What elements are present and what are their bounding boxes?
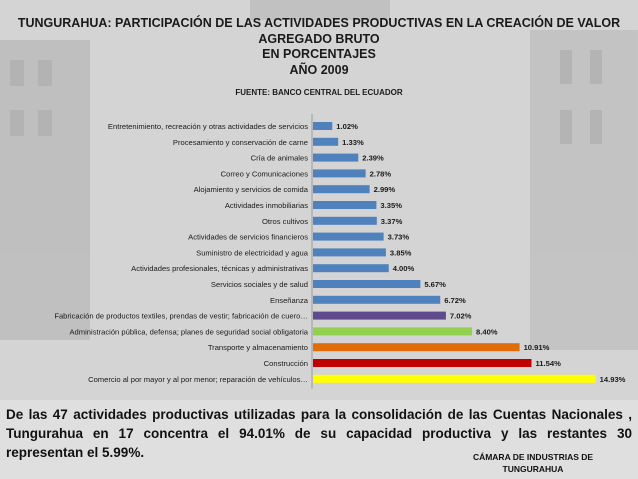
category-label: Entretenimiento, recreación y otras acti…: [108, 122, 308, 131]
category-label: Fabricación de productos textiles, prend…: [54, 312, 308, 321]
category-label: Actividades inmobiliarias: [225, 201, 308, 210]
value-label: 3.35%: [380, 201, 402, 210]
category-label: Suministro de electricidad y agua: [196, 248, 309, 257]
bar-chart: Entretenimiento, recreación y otras acti…: [54, 114, 626, 389]
bar: [313, 264, 389, 273]
value-label: 5.67%: [424, 280, 446, 289]
value-label: 3.85%: [390, 248, 412, 257]
bar: [313, 374, 596, 383]
bar: [313, 327, 473, 336]
category-label: Alojamiento y servicios de comida: [194, 185, 309, 194]
bar: [313, 185, 370, 194]
category-label: Administración pública, defensa; planes …: [69, 327, 308, 336]
value-label: 2.99%: [374, 185, 396, 194]
bar: [313, 122, 333, 130]
value-label: 10.91%: [524, 343, 550, 352]
title-line-4: AÑO 2009: [289, 62, 349, 77]
category-label: Enseñanza: [270, 296, 309, 305]
chart-title: TUNGURAHUA: PARTICIPACIÓN DE LAS ACTIVID…: [0, 16, 638, 78]
bar: [313, 169, 366, 178]
value-label: 14.93%: [600, 375, 626, 384]
bar: [313, 216, 377, 225]
value-label: 2.78%: [370, 169, 392, 178]
title-line-3: EN PORCENTAJES: [262, 47, 376, 61]
chamber-credit: CÁMARA DE INDUSTRIAS DE TUNGURAHUA: [458, 451, 608, 475]
bar: [313, 201, 377, 209]
category-label: Servicios sociales y de salud: [211, 280, 308, 289]
value-label: 7.02%: [450, 312, 472, 321]
category-label: Correo y Comunicaciones: [221, 169, 309, 178]
category-label: Transporte y almacenamiento: [208, 343, 308, 352]
category-label: Actividades profesionales, técnicas y ad…: [131, 264, 308, 273]
title-line-2: AGREGADO BRUTO: [258, 31, 380, 46]
value-label: 6.72%: [444, 296, 466, 305]
value-label: 3.73%: [388, 233, 410, 242]
category-label: Comercio al por mayor y al por menor; re…: [88, 375, 308, 384]
bar: [313, 137, 339, 146]
source-label: FUENTE: BANCO CENTRAL DEL ECUADOR: [235, 88, 403, 97]
value-label: 4.00%: [393, 264, 415, 273]
value-label: 3.37%: [381, 217, 403, 226]
category-label: Construcción: [264, 359, 308, 368]
category-label: Cría de animales: [251, 154, 309, 163]
value-label: 8.40%: [476, 327, 498, 336]
category-label: Otros cultivos: [262, 217, 308, 226]
summary-note: De las 47 actividades productivas utiliz…: [6, 407, 632, 460]
category-label: Actividades de servicios financieros: [188, 233, 308, 242]
chamber-line-1: CÁMARA DE INDUSTRIAS DE: [472, 452, 594, 462]
title-line-1: TUNGURAHUA: PARTICIPACIÓN DE LAS ACTIVID…: [17, 16, 621, 30]
bar: [313, 343, 520, 352]
value-label: 1.33%: [342, 138, 364, 147]
bar: [313, 248, 386, 257]
value-label: 11.54%: [535, 359, 561, 368]
bar: [313, 232, 384, 241]
value-label: 2.39%: [362, 154, 384, 163]
bar: [313, 311, 446, 320]
value-label: 1.02%: [336, 122, 358, 131]
category-label: Procesamiento y conservación de carne: [173, 138, 308, 147]
bar: [313, 153, 359, 162]
bar: [313, 280, 421, 288]
bar: [313, 295, 441, 304]
bar: [313, 359, 532, 367]
chamber-line-2: TUNGURAHUA: [502, 464, 564, 474]
